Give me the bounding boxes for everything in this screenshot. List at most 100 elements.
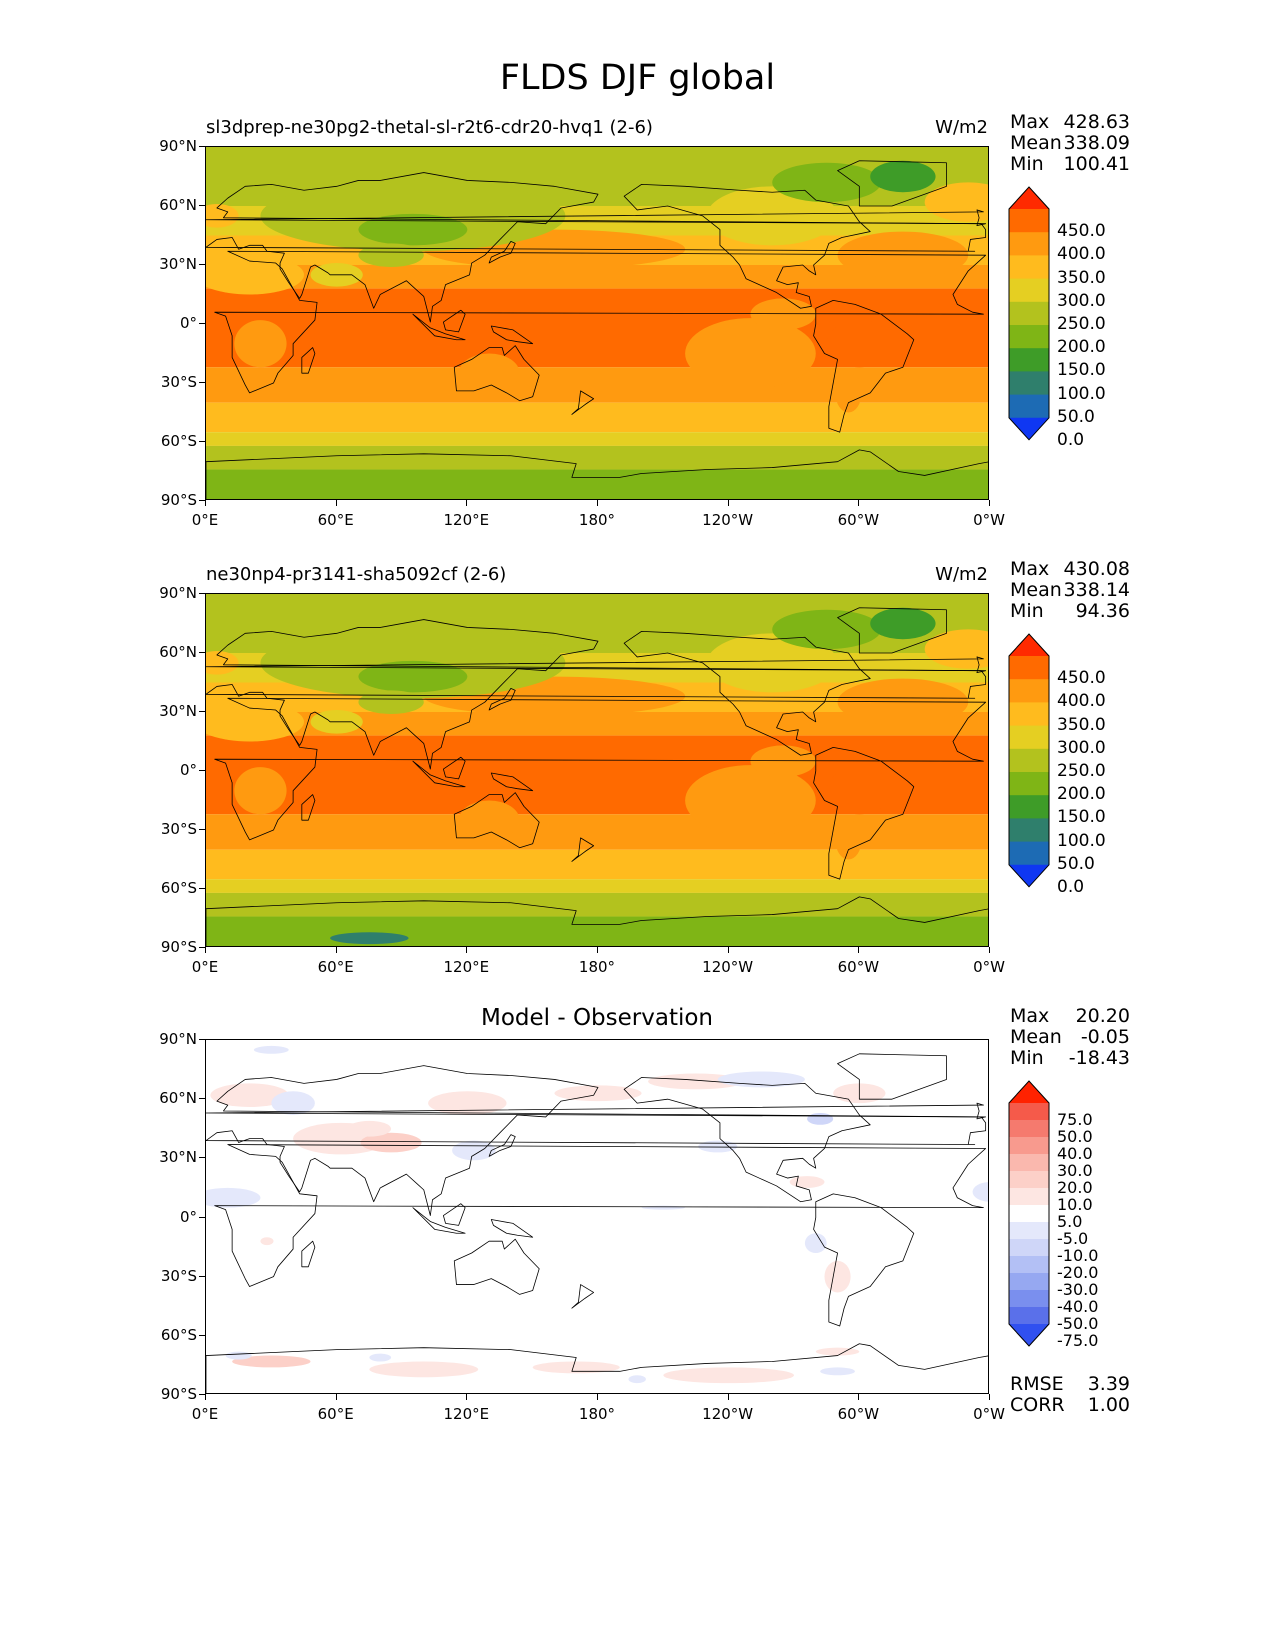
contour-blob bbox=[234, 320, 287, 368]
colorbar-tick-label: 40.0 bbox=[1057, 1144, 1093, 1163]
contour-blob bbox=[870, 160, 936, 193]
x-tick-label: 0°E bbox=[191, 958, 219, 976]
contour-blob bbox=[369, 1361, 479, 1378]
coastline-eurasia bbox=[206, 172, 987, 323]
coastline-south-america bbox=[813, 1193, 915, 1327]
stat-min-label: Min bbox=[1010, 1047, 1044, 1069]
colorbar-segment bbox=[1009, 772, 1049, 796]
contour-blob bbox=[772, 609, 882, 650]
coastline-madagascar bbox=[301, 794, 316, 821]
x-tick-label: 0°W bbox=[973, 511, 1005, 529]
contour-band bbox=[206, 916, 988, 946]
contour-blob bbox=[358, 660, 468, 693]
contour-blob bbox=[428, 1091, 507, 1115]
colorbar-tick-label: 250.0 bbox=[1057, 314, 1106, 334]
y-tick-mark bbox=[199, 441, 205, 442]
y-tick-label: 60°S bbox=[160, 1325, 197, 1344]
stat-min-value: 94.36 bbox=[1075, 600, 1130, 622]
colorbar-segment bbox=[1009, 371, 1049, 396]
contour-blob bbox=[641, 1205, 686, 1210]
colorbar-outline bbox=[1008, 186, 1050, 441]
x-tick-mark bbox=[858, 500, 860, 506]
contour-blob bbox=[815, 1347, 860, 1356]
coastline-japan bbox=[488, 241, 516, 264]
x-tick-label: 180° bbox=[578, 958, 616, 976]
x-tick-mark bbox=[597, 500, 598, 506]
colorbar-tick-label: 350.0 bbox=[1057, 714, 1106, 735]
coastline-south-america bbox=[813, 299, 915, 433]
colorbar-segment bbox=[1009, 1239, 1049, 1257]
stat-max-label: Max bbox=[1010, 558, 1050, 580]
colorbar-tick-label: 200.0 bbox=[1057, 337, 1106, 358]
colorbar-tick-label: 200.0 bbox=[1057, 784, 1106, 805]
stat-corr-value: 1.00 bbox=[1087, 1394, 1130, 1416]
contour-blob bbox=[685, 765, 816, 836]
coastline-australia bbox=[453, 1238, 540, 1295]
contour-blob bbox=[972, 1182, 988, 1202]
colorbar-segment bbox=[1009, 1290, 1049, 1308]
coastline-newguinea bbox=[490, 1219, 534, 1238]
colorbar-graphic bbox=[1008, 186, 1050, 441]
y-tick-label: 60°N bbox=[159, 196, 197, 214]
coastline-nz bbox=[571, 390, 595, 415]
y-tick-label: 60°S bbox=[160, 432, 197, 450]
stat-mean-label: Mean bbox=[1010, 1026, 1062, 1048]
coastline-antarctica-w bbox=[206, 1343, 988, 1393]
contour-blob bbox=[458, 353, 520, 393]
contour-blob bbox=[685, 318, 816, 389]
stat-min-value: -18.43 bbox=[1068, 1047, 1130, 1069]
coastline-south-america bbox=[813, 746, 915, 880]
y-tick-mark bbox=[199, 770, 205, 771]
x-tick-mark bbox=[335, 1394, 337, 1400]
y-tick-mark bbox=[199, 1275, 205, 1277]
colorbar-segment bbox=[1009, 278, 1049, 303]
contour-blob bbox=[698, 1140, 738, 1153]
x-tick-mark bbox=[858, 947, 860, 953]
x-tick-mark bbox=[597, 947, 598, 953]
y-tick-mark bbox=[199, 146, 205, 147]
map-field bbox=[206, 1040, 988, 1393]
coastline-africa bbox=[214, 250, 987, 394]
y-tick-label: 0° bbox=[179, 761, 197, 779]
coastline-japan bbox=[488, 1134, 516, 1157]
coastline-greenland bbox=[837, 1053, 947, 1100]
colorbar-segment bbox=[1009, 301, 1049, 326]
x-tick-label: 0°E bbox=[191, 1405, 219, 1423]
contour-blob bbox=[330, 932, 409, 945]
stat-corr-label: CORR bbox=[1010, 1394, 1065, 1416]
x-tick-label: 180° bbox=[578, 511, 616, 529]
contour-blob bbox=[206, 204, 239, 228]
colorbar-extend-min bbox=[1009, 864, 1049, 887]
y-tick-label: 60°N bbox=[159, 1089, 197, 1108]
coastline-newguinea bbox=[490, 772, 534, 792]
contour-blob bbox=[260, 1237, 274, 1246]
colorbar-tick-label: 150.0 bbox=[1057, 360, 1106, 381]
map-plot bbox=[205, 593, 989, 947]
figure-title: FLDS DJF global bbox=[499, 58, 776, 98]
colorbar-tick-label: -5.0 bbox=[1057, 1229, 1089, 1248]
x-tick-mark bbox=[727, 1394, 729, 1400]
contour-blob bbox=[804, 1233, 827, 1253]
coastline-nz bbox=[571, 1284, 595, 1309]
colorbar-segment bbox=[1009, 679, 1049, 703]
colorbar-tick-label: -50.0 bbox=[1057, 1314, 1099, 1333]
contour-blob bbox=[232, 1355, 311, 1368]
contour-blob bbox=[532, 1361, 620, 1374]
x-tick-label: 0°W bbox=[973, 958, 1005, 976]
stat-mean-label: Mean bbox=[1010, 579, 1062, 601]
colorbar-tick-label: -75.0 bbox=[1057, 1331, 1099, 1350]
x-tick-label: 60°E bbox=[317, 1405, 354, 1423]
contour-blob bbox=[206, 1187, 261, 1208]
contour-blob bbox=[347, 1120, 392, 1137]
colorbar-segment bbox=[1009, 255, 1049, 280]
contour-blob bbox=[835, 373, 862, 413]
contour-band bbox=[206, 265, 988, 289]
x-tick-label: 120°W bbox=[702, 958, 754, 976]
stat-min-label: Min bbox=[1010, 153, 1044, 175]
colorbar-tick-label: -40.0 bbox=[1057, 1297, 1099, 1316]
y-tick-label: 30°N bbox=[159, 255, 197, 273]
colorbar-segment bbox=[1009, 702, 1049, 727]
colorbar-segment bbox=[1009, 325, 1049, 349]
colorbar-extend-min bbox=[1009, 417, 1049, 440]
map-field bbox=[206, 147, 988, 499]
